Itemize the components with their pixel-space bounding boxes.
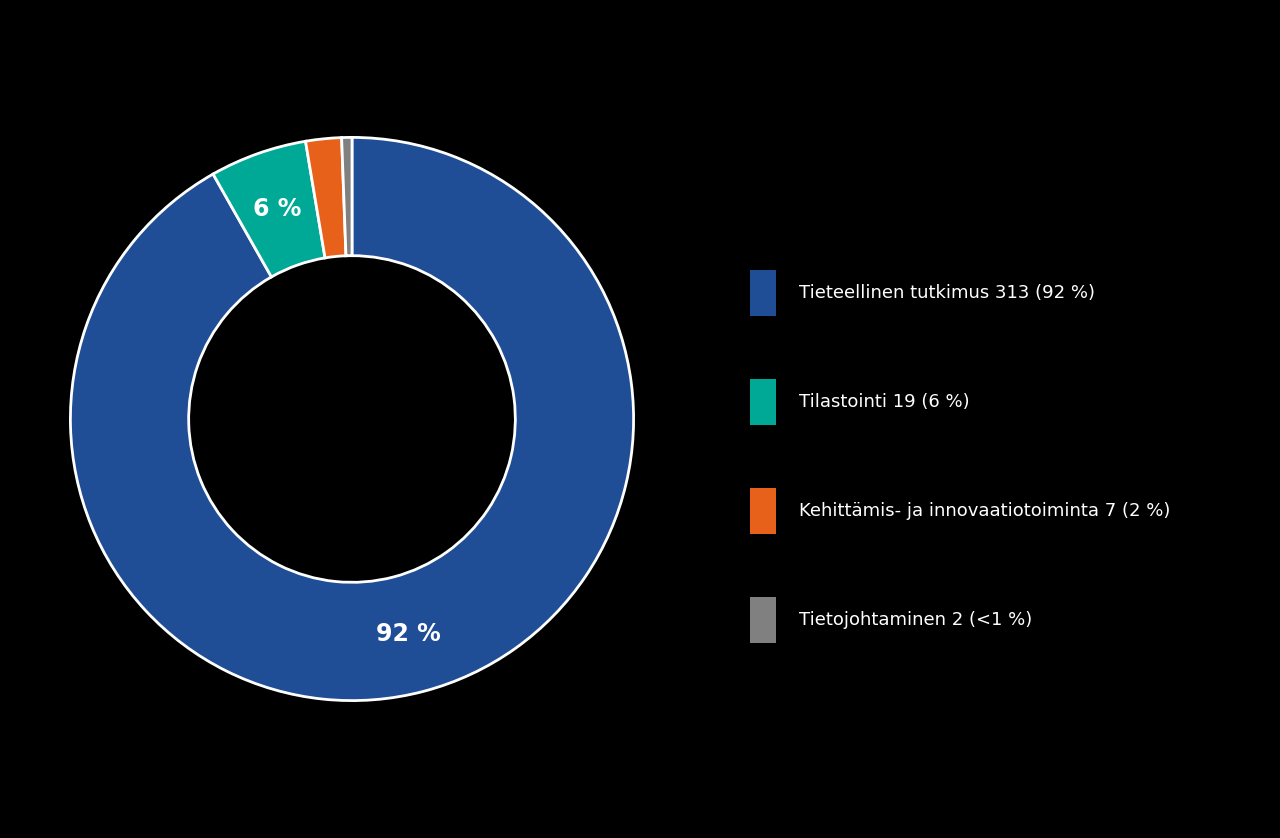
Text: 6 %: 6 % [253,197,302,221]
Text: Tietojohtaminen 2 (<1 %): Tietojohtaminen 2 (<1 %) [799,611,1032,629]
Text: Tilastointi 19 (6 %): Tilastointi 19 (6 %) [799,393,970,411]
FancyBboxPatch shape [750,597,776,644]
Text: Tieteellinen tutkimus 313 (92 %): Tieteellinen tutkimus 313 (92 %) [799,284,1096,303]
FancyBboxPatch shape [750,379,776,426]
Wedge shape [342,137,352,256]
FancyBboxPatch shape [750,488,776,535]
Wedge shape [306,137,346,258]
Wedge shape [70,137,634,701]
Text: 92 %: 92 % [376,622,442,646]
Text: Kehittämis- ja innovaatiotoiminta 7 (2 %): Kehittämis- ja innovaatiotoiminta 7 (2 %… [799,502,1170,520]
FancyBboxPatch shape [750,270,776,316]
Wedge shape [212,142,325,277]
